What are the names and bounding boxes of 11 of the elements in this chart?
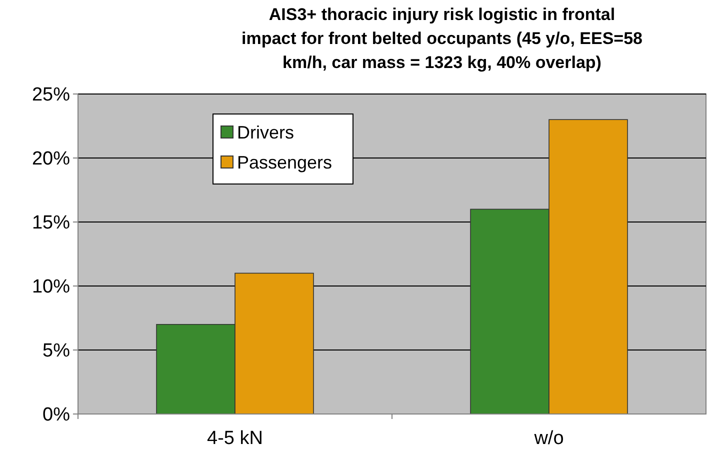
legend-label: Passengers	[237, 152, 332, 172]
y-tick-label: 20%	[32, 148, 70, 170]
chart-title: AIS3+ thoracic injury risk logistic in frontal impact for front belted occupants (45 y/o, EES=58 km/h, car mass = 1323 kg, 40% overlap)	[241, 5, 643, 72]
y-tick-label: 15%	[32, 212, 70, 234]
y-tick-label: 0%	[42, 404, 70, 426]
x-tick-label: w/o	[533, 428, 564, 449]
y-tick-label: 5%	[42, 340, 70, 362]
y-tick-label: 25%	[32, 84, 70, 106]
legend-label: Drivers	[237, 122, 294, 142]
x-tick-label: 4-5 kN	[207, 428, 263, 449]
y-tick-label: 10%	[32, 276, 70, 298]
